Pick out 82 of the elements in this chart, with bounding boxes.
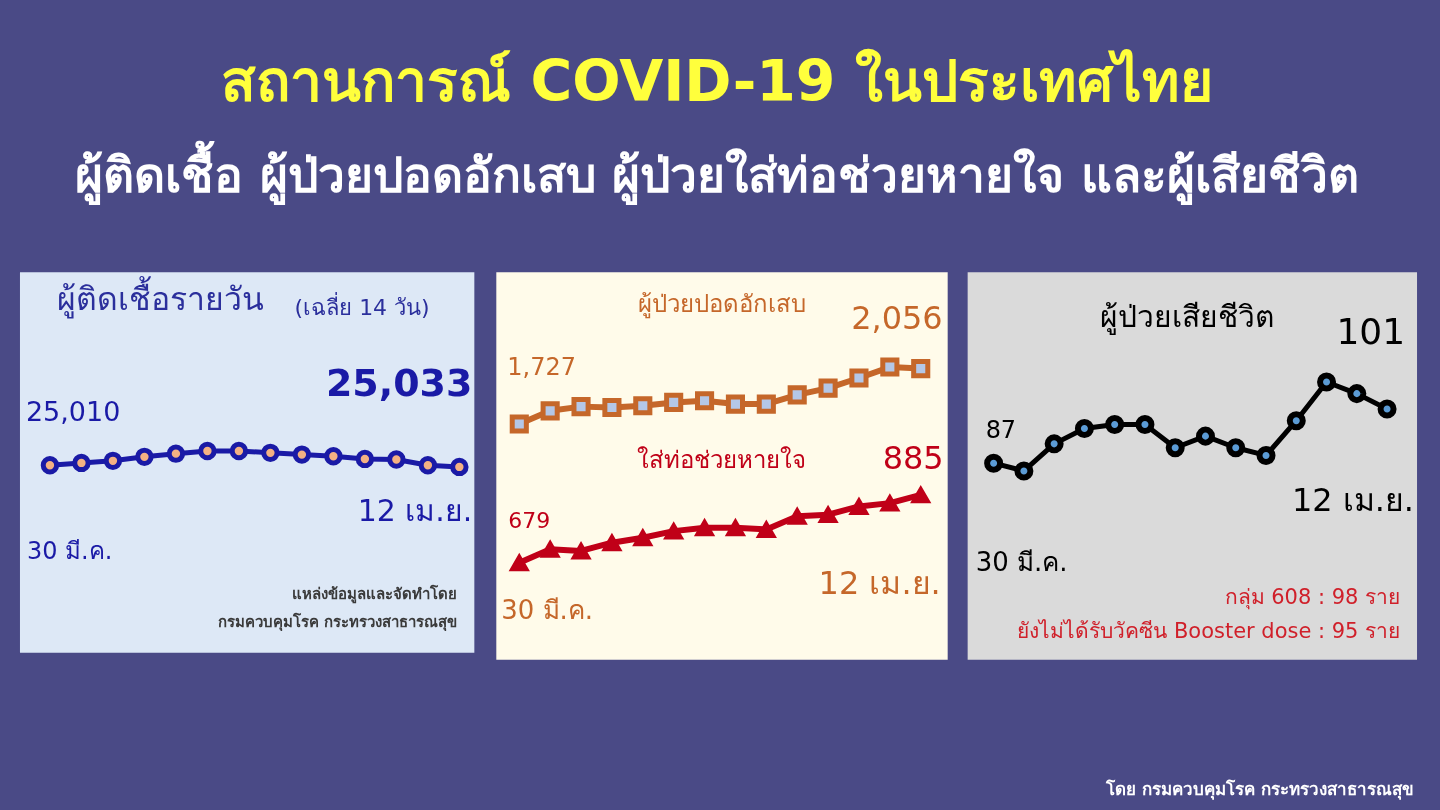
chart-title: ผู้ติดเชื้อรายวัน	[56, 276, 264, 320]
point	[633, 529, 653, 547]
point	[229, 441, 249, 461]
point	[509, 554, 529, 572]
point	[695, 519, 715, 537]
text: ผู้ติดเชื้อ ผู้ป่วยปอดอักเสบ ผู้ป่วยใส่ท่อช่วยหายใจ และผู้เสียชีวิต	[74, 140, 1360, 207]
point	[725, 519, 745, 537]
point	[911, 359, 931, 379]
point	[664, 392, 684, 412]
point	[198, 441, 217, 461]
point	[418, 456, 438, 475]
chart-subtitle: (เฉลี่ย 14 วัน)	[294, 292, 430, 321]
text: 30 มี.ค.	[26, 536, 113, 565]
point	[540, 401, 560, 421]
point	[166, 444, 186, 463]
point	[571, 397, 591, 417]
data-label: 885	[882, 438, 944, 477]
point	[880, 494, 900, 512]
text: กรมควบคุมโรค กระทรวงสาธารณสุข	[218, 611, 458, 631]
point	[725, 394, 745, 414]
point	[633, 396, 653, 416]
point	[818, 506, 838, 524]
point	[880, 357, 900, 377]
point	[103, 451, 123, 471]
point	[1044, 434, 1064, 454]
point	[602, 534, 622, 552]
point	[695, 391, 715, 411]
text: 30 มี.ค.	[975, 546, 1068, 577]
point	[1286, 411, 1306, 431]
point	[849, 368, 869, 388]
point	[450, 457, 469, 477]
point	[1377, 399, 1397, 419]
point	[818, 378, 838, 398]
point	[509, 414, 529, 434]
text: โดย กรมควบคุมโรค กระทรวงสาธารณสุข	[1105, 779, 1415, 801]
chart-title: ผู้ป่วยเสียชีวิต	[1100, 299, 1275, 336]
point	[787, 507, 807, 525]
data-label: 101	[1336, 311, 1406, 353]
point	[911, 486, 931, 504]
text: สถานการณ์ COVID-19 ในประเทศไทย	[220, 48, 1214, 115]
point	[1014, 461, 1034, 481]
point	[1195, 426, 1215, 446]
text: 30 มี.ค.	[501, 594, 594, 625]
text: กลุ่ม 608 : 98 ราย	[1224, 584, 1401, 610]
text: 25,033	[325, 361, 473, 406]
point	[756, 394, 776, 414]
text: ยังไม่ได้รับวัคซีน Booster dose : 95 ราย	[1017, 618, 1401, 643]
text: แหล่งข้อมูลและจัดทำโดย	[292, 583, 458, 604]
point	[292, 445, 312, 464]
point	[1135, 415, 1155, 435]
point	[1226, 438, 1246, 458]
point	[540, 540, 560, 558]
text: ผู้ป่วยปอดอักเสบ	[638, 290, 806, 320]
point	[135, 447, 154, 467]
point	[984, 453, 1004, 473]
point	[756, 521, 776, 538]
data-label: 679	[508, 507, 551, 533]
point	[787, 385, 807, 405]
point	[1074, 418, 1094, 438]
point	[571, 542, 591, 560]
text: 12 เม.ย.	[1291, 480, 1415, 519]
text: 25,010	[25, 395, 121, 427]
point	[664, 522, 684, 540]
data-label: 2,056	[851, 299, 943, 338]
point	[1105, 415, 1125, 435]
point	[324, 447, 343, 466]
point	[40, 456, 60, 475]
data-label: 87	[985, 415, 1017, 444]
point	[602, 397, 622, 418]
point	[1347, 384, 1367, 404]
point	[1317, 372, 1337, 392]
point	[387, 450, 406, 469]
point	[1165, 438, 1185, 458]
point	[849, 497, 869, 515]
point	[1256, 445, 1276, 465]
point	[261, 443, 280, 463]
data-label: 1,727	[507, 353, 576, 382]
text: 12 เม.ย.	[818, 563, 941, 602]
text: 12 เม.ย.	[357, 492, 473, 528]
series-label: ใส่ท่อช่วยหายใจ	[637, 445, 807, 474]
point	[355, 449, 375, 469]
point	[72, 453, 91, 473]
